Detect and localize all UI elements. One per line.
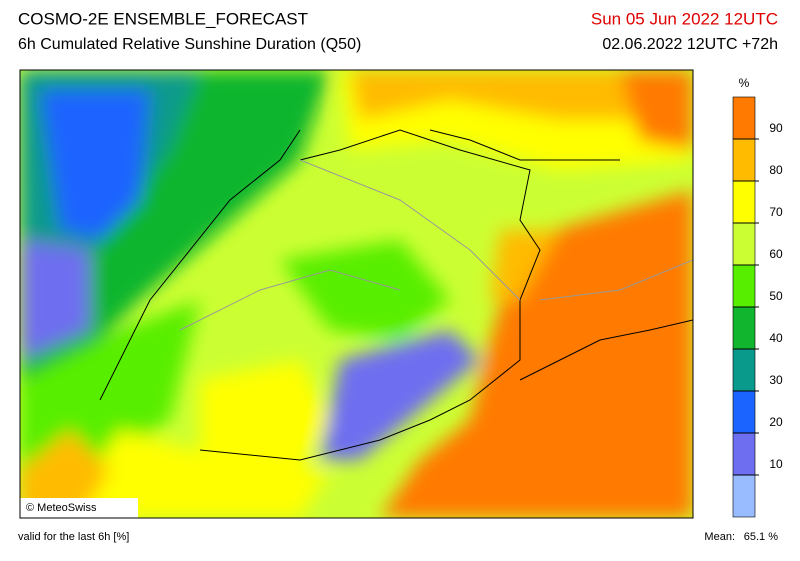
borders: [99, 129, 693, 461]
footer-note: valid for the last 6h [%]: [18, 531, 129, 543]
colorbar-tick-label: 90: [769, 121, 783, 135]
colorbar-tick-label: 40: [769, 331, 783, 345]
map: © MeteoSwiss: [20, 70, 693, 518]
run-info: 02.06.2022 12UTC +72h: [602, 36, 778, 53]
colorbar-tick-label: 60: [769, 247, 783, 261]
mean-label: Mean:: [704, 531, 735, 543]
credit: © MeteoSwiss: [26, 502, 97, 514]
colorbar-tick-label: 80: [769, 163, 783, 177]
regions: [179, 159, 693, 331]
valid-date: Sun 05 Jun 2022 12UTC: [591, 9, 778, 28]
colorbar-band: [732, 474, 756, 518]
colorbar-band: [732, 96, 756, 140]
subtitle: 6h Cumulated Relative Sunshine Duration …: [18, 36, 361, 53]
colorbar-band: [732, 138, 756, 182]
colorbar-band: [732, 222, 756, 266]
colorbar: 10 20 30 40 50 60 70 80 90: [732, 96, 783, 518]
colorbar-tick-label: 20: [769, 415, 783, 429]
colorbar-band: [732, 264, 756, 308]
colorbar-band: [732, 306, 756, 350]
colorbar-band: [732, 390, 756, 434]
mean-value: 65.1 %: [744, 531, 778, 543]
colorbar-tick-label: 70: [769, 205, 783, 219]
colorbar-band: [732, 180, 756, 224]
colorbar-tick-label: 10: [769, 457, 783, 471]
colorbar-band: [732, 432, 756, 476]
colorbar-tick-label: 30: [769, 373, 783, 387]
colorbar-band: [732, 348, 756, 392]
colorbar-tick-label: 50: [769, 289, 783, 303]
map-frame: [19, 69, 694, 519]
colorbar-unit: %: [739, 76, 750, 90]
title: COSMO-2E ENSEMBLE_FORECAST: [18, 9, 308, 28]
